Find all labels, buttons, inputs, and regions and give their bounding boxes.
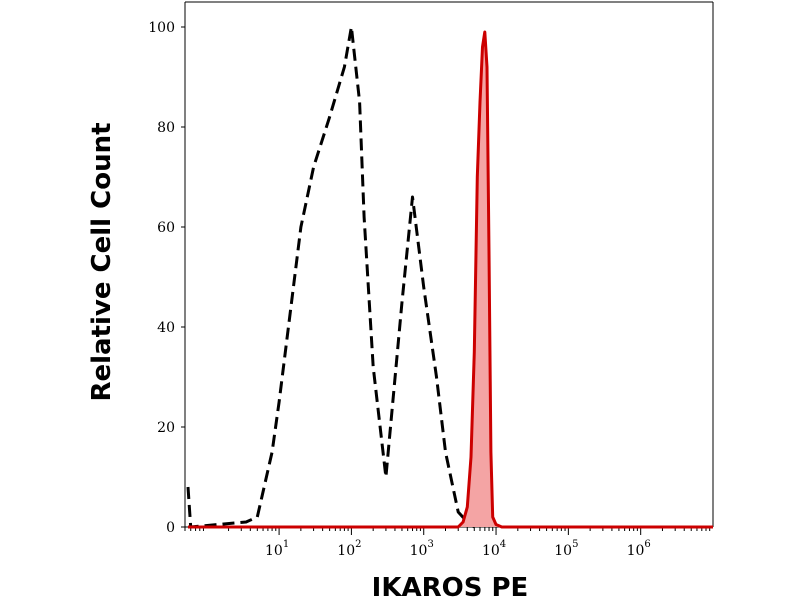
x-tick-label: 101	[265, 539, 289, 559]
y-tick-label: 40	[157, 320, 175, 336]
series-outline	[188, 30, 713, 529]
series-dashed-line	[186, 25, 476, 529]
y-tick-label: 60	[157, 220, 175, 236]
x-axis-title: IKAROS PE	[372, 573, 529, 600]
y-tick-label: 20	[157, 420, 175, 436]
x-ticks: 101 102 103 104 105 106	[265, 527, 651, 559]
y-tick-label: 0	[166, 520, 175, 536]
y-ticks: 0 20 40 60 80 100	[148, 20, 185, 536]
y-axis-title: Relative Cell Count	[87, 122, 117, 401]
y-tick-label: 100	[148, 20, 175, 36]
x-tick-label: 104	[482, 539, 506, 559]
x-tick-label: 106	[627, 539, 651, 559]
y-tick-label: 80	[157, 120, 175, 136]
x-tick-label: 103	[410, 539, 434, 559]
x-tick-label: 105	[554, 539, 578, 559]
x-tick-label: 102	[337, 539, 361, 559]
series-layer	[186, 25, 713, 529]
